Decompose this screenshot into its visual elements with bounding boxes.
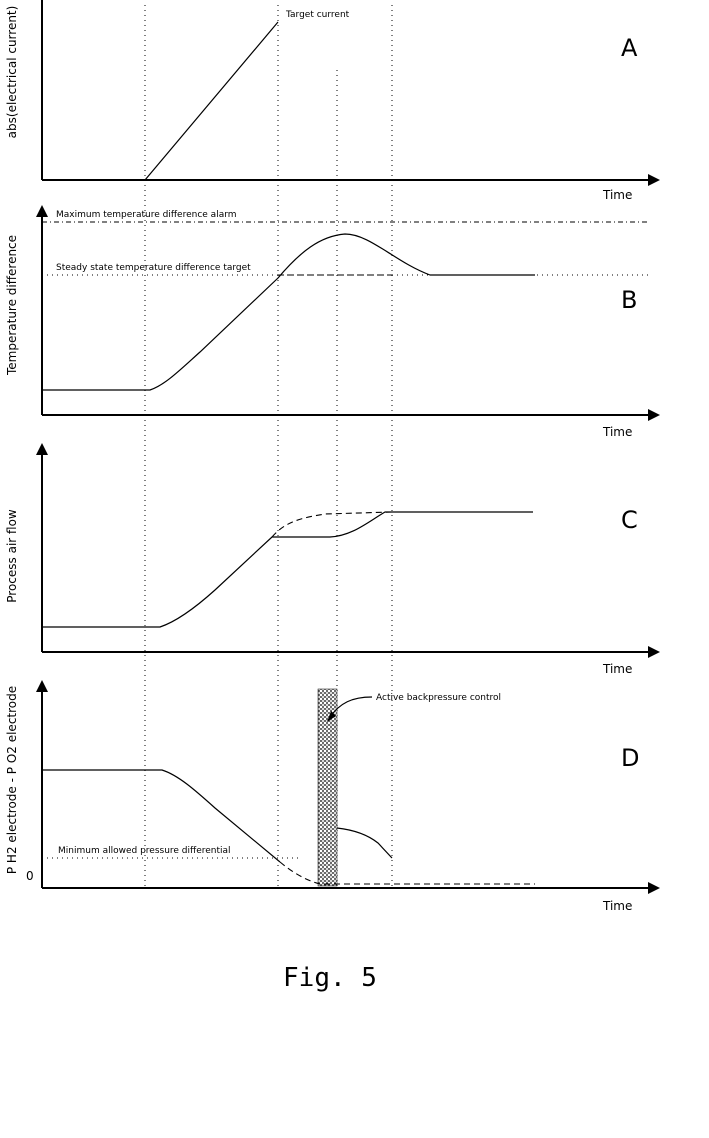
panel-c-y-arrow [36,443,48,455]
panel-d-backpressure-band [318,689,337,886]
panel-c-airflow-reference [272,512,392,537]
panel-c-airflow-curve [42,512,533,627]
panel-c-time-label: Time [602,662,632,676]
vertical-reference-lines [145,5,392,890]
panel-b-x-arrow [648,409,660,421]
panel-b-time-label: Time [602,425,632,439]
panel-d-y-label: P H2 electrode - P O2 electrode [5,686,19,874]
panel-a-current-curve [42,22,278,180]
panel-c-letter: C [621,506,638,534]
panel-a-letter: A [621,34,638,62]
panel-c: C Time Process air flow [5,443,660,676]
panel-d-x-arrow [648,882,660,894]
panel-d-time-label: Time [602,899,632,913]
panel-a-target-current-label: Target current [285,10,350,20]
panel-b-steady-target-label: Steady state temperature difference targ… [56,263,251,273]
panel-c-x-arrow [648,646,660,658]
panel-b-max-alarm-label: Maximum temperature difference alarm [56,210,237,220]
panel-d-min-pressure-label: Minimum allowed pressure differential [58,846,231,856]
panel-b-letter: B [621,286,637,314]
panel-a-y-label: abs(electrical current) [5,6,19,139]
panel-b-temperature-curve [42,234,535,390]
figure-caption: Fig. 5 [283,963,377,993]
panel-d-pressure-after-control [337,828,392,858]
panel-c-y-label: Process air flow [5,509,19,603]
panel-d-backpressure-label: Active backpressure control [376,693,501,703]
panel-d-letter: D [621,744,639,772]
panel-b: Maximum temperature difference alarm Ste… [5,205,660,439]
panel-a: Target current A Time abs(electrical cur… [5,0,660,202]
panel-b-y-label: Temperature difference [5,235,19,376]
panel-a-x-arrow [648,174,660,186]
panel-a-time-label: Time [602,188,632,202]
panel-d-y-arrow [36,680,48,692]
panel-d-zero-tick: 0 [26,869,34,883]
panel-d: 0 Minimum allowed pressure differential … [5,680,660,913]
panel-b-y-arrow [36,205,48,217]
